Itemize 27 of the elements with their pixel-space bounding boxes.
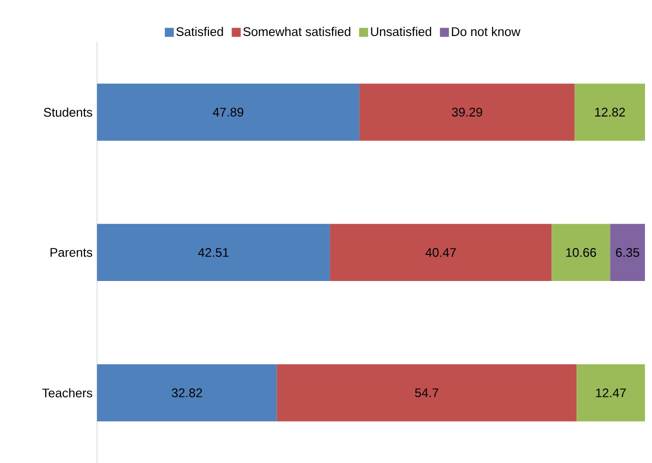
y-tick-label: Students xyxy=(44,107,92,117)
y-tick-label: Teachers xyxy=(42,388,92,398)
bar xyxy=(574,84,645,141)
data-label: 12.47 xyxy=(596,388,626,398)
legend-label: Satisfied xyxy=(176,26,223,36)
data-label: 54.7 xyxy=(415,388,438,398)
data-label: 32.82 xyxy=(172,388,202,398)
data-label: 47.89 xyxy=(212,108,244,116)
bar xyxy=(330,224,552,281)
data-label: 39.29 xyxy=(452,108,482,116)
bar xyxy=(97,364,277,422)
bar xyxy=(576,364,645,422)
data-label: 12.82 xyxy=(595,108,625,116)
bar xyxy=(610,224,645,281)
bar xyxy=(97,84,360,141)
bar xyxy=(276,364,577,422)
y-tick-label: Parents xyxy=(50,248,92,257)
legend-label: Unsatisfied xyxy=(371,26,432,36)
bar xyxy=(359,84,575,141)
data-label: 42.51 xyxy=(198,248,229,257)
bar xyxy=(552,224,610,281)
data-label: 40.47 xyxy=(425,248,456,257)
data-label: 6.35 xyxy=(616,248,640,257)
legend-label: Somewhat satisfied xyxy=(243,26,350,36)
data-label: 10.66 xyxy=(566,248,596,257)
bar xyxy=(97,224,330,281)
legend-label: Do not know xyxy=(452,26,520,36)
